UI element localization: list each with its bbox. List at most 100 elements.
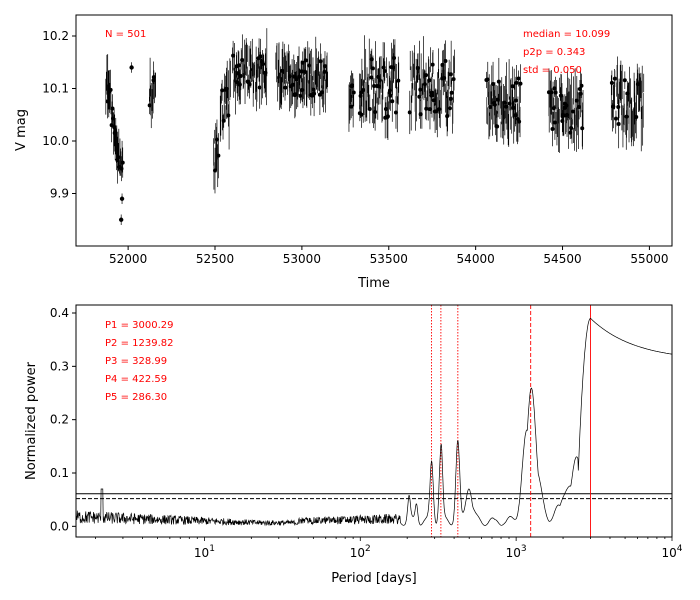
data-point: [298, 93, 303, 98]
periodogram-xtick-label: 101: [194, 544, 215, 560]
data-point: [445, 114, 450, 119]
data-point: [387, 88, 392, 93]
data-point: [231, 53, 236, 58]
data-point: [129, 65, 134, 70]
periodogram-series: [75, 305, 673, 537]
p2p-label: p2p = 0.343: [523, 47, 585, 58]
n-points-label: N = 501: [105, 29, 146, 40]
data-point: [297, 74, 302, 79]
data-point: [451, 77, 456, 82]
data-point: [570, 109, 575, 114]
light-curve-xtick-label: 53000: [283, 252, 321, 266]
data-point: [514, 80, 519, 85]
data-point: [322, 64, 327, 69]
data-point: [349, 104, 354, 109]
data-point: [488, 105, 493, 110]
data-point: [257, 85, 262, 90]
data-point: [510, 84, 515, 89]
data-point: [427, 78, 432, 83]
light-curve-ytick-label: 10.2: [42, 29, 69, 43]
power-spectrum-curve: [75, 318, 673, 527]
light-curve-ticks: 52000 52500 53000 53500 54000 54500 55000 9.9 10…: [42, 29, 668, 266]
data-point: [516, 76, 521, 81]
data-point: [390, 99, 395, 104]
data-point: [511, 105, 516, 110]
data-point: [349, 83, 354, 88]
data-point: [221, 118, 226, 123]
light-curve-frame: [75, 14, 673, 247]
periodogram-ytick-label: 0.4: [50, 306, 69, 320]
data-point: [418, 87, 423, 92]
data-point: [553, 90, 558, 95]
data-point: [370, 66, 375, 71]
data-point: [613, 116, 618, 121]
light-curve-ylabel: V mag: [14, 109, 29, 151]
period-label: P1 = 3000.29: [105, 320, 173, 331]
data-point: [318, 59, 323, 64]
data-point: [517, 119, 522, 124]
periodogram-ticks: 0.0 0.1 0.2 0.3 0.4 101 102 103 104: [50, 306, 683, 560]
data-point: [424, 73, 429, 78]
data-point: [622, 78, 627, 83]
periodogram-frame: [75, 304, 673, 538]
data-point: [518, 81, 523, 86]
data-point: [261, 62, 266, 67]
light-curve-panel: 52000 52500 53000 53500 54000 54500 55000 9.9 10…: [14, 14, 673, 291]
light-curve-xtick-label: 52500: [196, 252, 234, 266]
data-point: [396, 78, 401, 83]
light-curve-ytick-label: 10.0: [42, 134, 69, 148]
data-point: [359, 112, 364, 117]
data-point: [373, 109, 378, 114]
data-point: [424, 106, 429, 111]
data-point: [372, 83, 377, 88]
data-point: [513, 113, 518, 118]
periodogram-panel: 0.0 0.1 0.2 0.3 0.4 101 102 103 104 P1 = 3000.29…: [24, 304, 683, 586]
data-point: [550, 127, 555, 132]
period-label: P2 = 1239.82: [105, 338, 173, 349]
data-point: [312, 91, 317, 96]
data-point: [447, 106, 452, 111]
data-point: [513, 98, 518, 103]
data-point: [116, 155, 121, 160]
light-curve-xtick-label: 53500: [370, 252, 408, 266]
light-curve-xtick-label: 52000: [109, 252, 147, 266]
data-point: [443, 59, 448, 64]
data-point: [220, 88, 225, 93]
data-point: [303, 58, 308, 63]
light-curve-xlabel: Time: [357, 276, 390, 291]
data-point: [577, 105, 582, 110]
data-point: [449, 90, 454, 95]
period-labels: P1 = 3000.29 P2 = 1239.82 P3 = 328.99 P4 = …: [105, 320, 173, 403]
data-point: [388, 93, 393, 98]
data-point: [110, 106, 115, 111]
periodogram-xtick-label: 103: [506, 544, 527, 560]
std-label: std = 0.050: [523, 65, 582, 76]
data-point: [112, 125, 117, 130]
period-label: P5 = 286.30: [105, 392, 167, 403]
data-point: [609, 80, 614, 85]
data-point: [485, 77, 490, 82]
periodogram-xtick-label: 104: [661, 544, 682, 560]
data-point: [119, 196, 125, 201]
light-curve-xtick-label: 55000: [630, 252, 668, 266]
data-point: [237, 82, 242, 87]
data-point: [108, 87, 113, 92]
data-point: [417, 94, 422, 99]
periodogram-ytick-label: 0.2: [50, 413, 69, 427]
periodogram-ytick-label: 0.1: [50, 466, 69, 480]
data-point: [351, 90, 356, 95]
light-curve-xtick-label: 54500: [543, 252, 581, 266]
data-point: [578, 91, 583, 96]
data-point: [430, 93, 435, 98]
data-point: [361, 88, 366, 93]
data-point: [216, 153, 221, 158]
data-point: [118, 217, 124, 222]
data-point: [407, 110, 412, 115]
data-point: [552, 120, 557, 125]
data-point: [214, 137, 219, 142]
data-point: [616, 105, 621, 110]
data-point: [624, 114, 629, 119]
light-curve-ytick-label: 10.1: [42, 82, 69, 96]
periodogram-xtick-label: 102: [350, 544, 371, 560]
